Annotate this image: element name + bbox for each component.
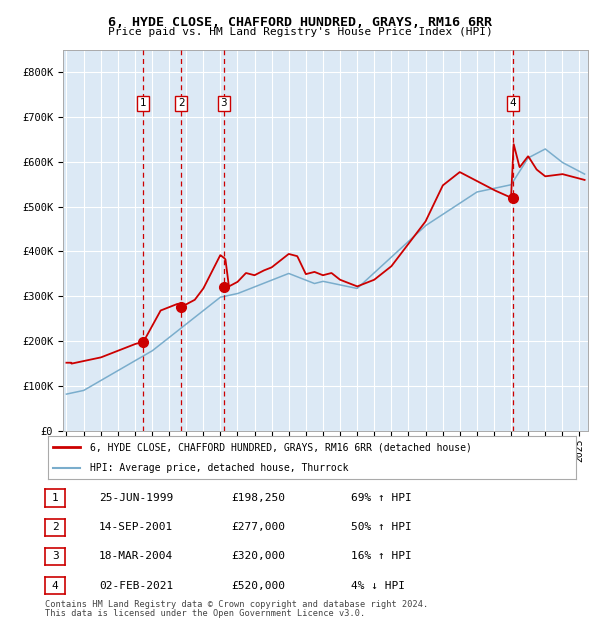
Text: 02-FEB-2021: 02-FEB-2021 — [99, 580, 173, 591]
Text: 2: 2 — [178, 99, 184, 108]
Text: 3: 3 — [221, 99, 227, 108]
Text: £520,000: £520,000 — [231, 580, 285, 591]
Text: 14-SEP-2001: 14-SEP-2001 — [99, 522, 173, 533]
Text: HPI: Average price, detached house, Thurrock: HPI: Average price, detached house, Thur… — [90, 463, 349, 473]
Text: 50% ↑ HPI: 50% ↑ HPI — [351, 522, 412, 533]
Text: 1: 1 — [140, 99, 146, 108]
Text: £320,000: £320,000 — [231, 551, 285, 562]
Text: 6, HYDE CLOSE, CHAFFORD HUNDRED, GRAYS, RM16 6RR: 6, HYDE CLOSE, CHAFFORD HUNDRED, GRAYS, … — [108, 16, 492, 29]
Text: 4: 4 — [509, 99, 516, 108]
Text: 1: 1 — [52, 493, 59, 503]
Text: 16% ↑ HPI: 16% ↑ HPI — [351, 551, 412, 562]
Text: 3: 3 — [52, 551, 59, 562]
Text: 69% ↑ HPI: 69% ↑ HPI — [351, 493, 412, 503]
Text: 6, HYDE CLOSE, CHAFFORD HUNDRED, GRAYS, RM16 6RR (detached house): 6, HYDE CLOSE, CHAFFORD HUNDRED, GRAYS, … — [90, 442, 472, 452]
Text: Price paid vs. HM Land Registry's House Price Index (HPI): Price paid vs. HM Land Registry's House … — [107, 27, 493, 37]
Text: This data is licensed under the Open Government Licence v3.0.: This data is licensed under the Open Gov… — [45, 608, 365, 618]
Text: 4: 4 — [52, 580, 59, 591]
Text: 4% ↓ HPI: 4% ↓ HPI — [351, 580, 405, 591]
Text: £198,250: £198,250 — [231, 493, 285, 503]
Text: 18-MAR-2004: 18-MAR-2004 — [99, 551, 173, 562]
Text: Contains HM Land Registry data © Crown copyright and database right 2024.: Contains HM Land Registry data © Crown c… — [45, 600, 428, 609]
Text: £277,000: £277,000 — [231, 522, 285, 533]
Text: 2: 2 — [52, 522, 59, 533]
Text: 25-JUN-1999: 25-JUN-1999 — [99, 493, 173, 503]
